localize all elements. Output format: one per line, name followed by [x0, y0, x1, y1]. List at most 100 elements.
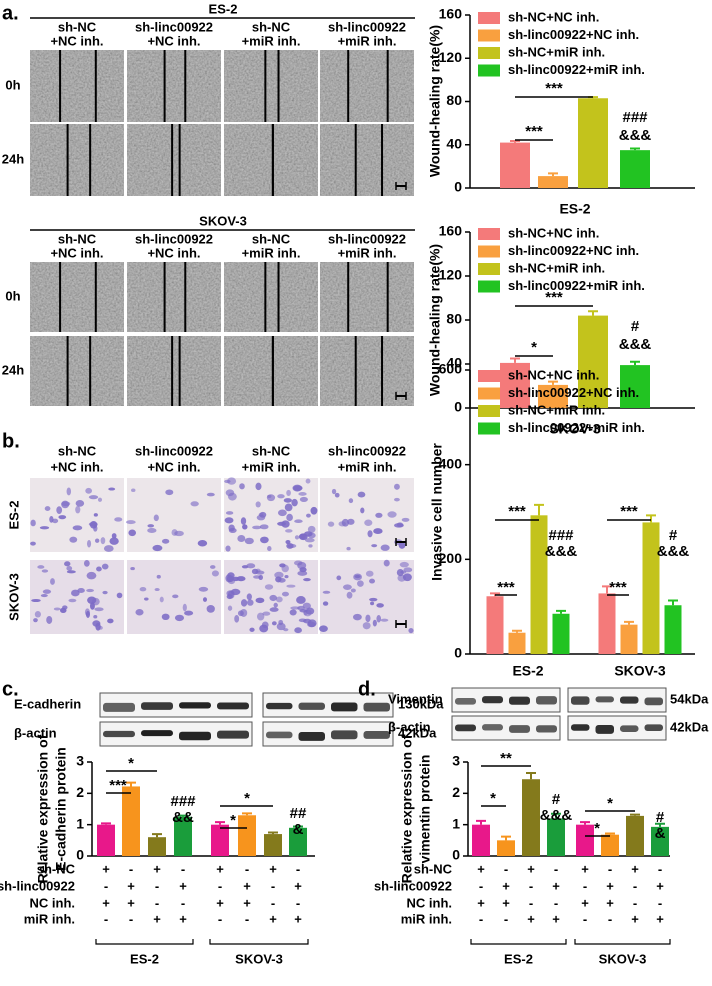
cell: [305, 607, 315, 615]
cell: [239, 483, 245, 490]
cell: [266, 494, 276, 502]
panel-label: a.: [2, 2, 19, 24]
cell: [398, 541, 406, 549]
cell: [322, 601, 329, 606]
bar: [547, 818, 565, 856]
cell: [376, 615, 382, 623]
cell: [72, 525, 83, 531]
cell: [276, 622, 286, 631]
cell: [39, 526, 50, 530]
significance-mark: ***: [508, 503, 526, 520]
cell: [46, 615, 53, 624]
cell: [154, 588, 160, 592]
condition-sign: +: [581, 895, 589, 910]
row-label: 0h: [5, 288, 20, 303]
significance-mark: &: [655, 825, 666, 842]
cell: [31, 598, 41, 603]
blot-band: [482, 724, 503, 731]
cell: [334, 492, 340, 498]
cell: [62, 605, 68, 610]
column-header: sh-linc00922: [328, 443, 406, 458]
blot-band: [217, 730, 249, 739]
error-bar: [602, 585, 612, 594]
cell: [242, 524, 248, 530]
error-bar: [101, 822, 111, 825]
y-tick-label: 0: [454, 399, 462, 415]
cell: [227, 477, 237, 485]
condition-sign: +: [269, 911, 277, 926]
y-tick-label: 0: [454, 179, 462, 195]
cell: [294, 627, 302, 634]
condition-label: sh-NC: [414, 861, 453, 876]
significance-mark: &&: [172, 809, 194, 826]
cell: [401, 517, 410, 522]
error-bar: [605, 832, 615, 835]
micrograph-texture: [127, 50, 221, 122]
error-bar: [668, 599, 678, 606]
cell: [399, 561, 409, 568]
cell: [286, 489, 291, 496]
panel-label: c.: [2, 678, 19, 700]
bar: [578, 315, 608, 408]
significance-mark: #: [552, 791, 561, 808]
cell: [50, 578, 55, 585]
cell: [289, 609, 297, 616]
cell: [380, 618, 389, 622]
error-bar: [510, 357, 520, 363]
blot-band: [331, 702, 358, 712]
y-tick-label: 2: [76, 784, 84, 800]
condition-sign: +: [294, 878, 302, 893]
y-axis-label: Relative expression of: [399, 734, 415, 883]
cell: [244, 537, 254, 545]
bar: [174, 816, 192, 856]
error-bar: [526, 771, 536, 780]
bar: [472, 824, 490, 856]
bar: [522, 779, 540, 856]
cell: [279, 563, 286, 568]
condition-sign: -: [155, 878, 159, 893]
micrograph-texture: [127, 124, 221, 196]
condition-sign: -: [504, 911, 508, 926]
condition-sign: +: [527, 861, 535, 876]
condition-sign: -: [658, 895, 662, 910]
row-label: SKOV-3: [6, 573, 21, 621]
cell: [305, 478, 311, 484]
cell: [236, 576, 246, 582]
column-header: +NC inh.: [50, 459, 103, 474]
y-tick-label: 160: [439, 223, 463, 239]
error-bar: [512, 629, 522, 633]
cell: [30, 519, 36, 527]
error-bar: [548, 172, 558, 177]
micrograph-texture: [30, 50, 124, 122]
cell: [144, 597, 149, 601]
significance-mark: **: [500, 750, 512, 767]
condition-sign: +: [153, 861, 161, 876]
significance-mark: ***: [620, 503, 638, 520]
condition-sign: +: [527, 911, 535, 926]
condition-sign: -: [218, 878, 222, 893]
cell: [277, 509, 287, 517]
bar: [211, 824, 229, 856]
cell: [347, 518, 355, 525]
cell: [125, 520, 136, 525]
cell: [319, 625, 328, 632]
cell: [234, 615, 240, 623]
cell: [298, 492, 307, 496]
column-header: sh-NC: [58, 443, 97, 458]
cell: [267, 546, 272, 552]
condition-sign: -: [245, 861, 249, 876]
cell: [159, 596, 164, 603]
cell: [259, 524, 269, 530]
transwell-image: [127, 478, 221, 552]
blot-band: [179, 702, 211, 709]
cell: [369, 597, 378, 602]
legend-label: sh-linc00922+miR inh.: [508, 62, 645, 77]
cell: [130, 566, 135, 571]
y-tick-label: 1: [76, 815, 84, 831]
cell: [249, 627, 255, 632]
cell: [33, 618, 38, 623]
cell: [285, 529, 293, 533]
cell: [172, 594, 179, 599]
error-bar: [624, 620, 634, 625]
condition-label: sh-NC: [37, 861, 76, 876]
